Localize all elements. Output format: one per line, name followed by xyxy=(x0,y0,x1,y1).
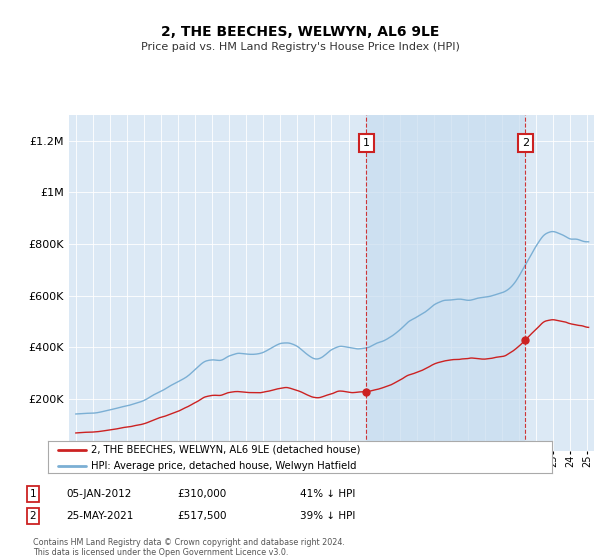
Text: Contains HM Land Registry data © Crown copyright and database right 2024.
This d: Contains HM Land Registry data © Crown c… xyxy=(33,538,345,557)
Text: 1: 1 xyxy=(363,138,370,148)
Text: 2, THE BEECHES, WELWYN, AL6 9LE (detached house): 2, THE BEECHES, WELWYN, AL6 9LE (detache… xyxy=(91,445,360,455)
Text: 39% ↓ HPI: 39% ↓ HPI xyxy=(300,511,355,521)
Bar xyxy=(366,115,526,451)
Text: £517,500: £517,500 xyxy=(177,511,227,521)
Text: 2, THE BEECHES, WELWYN, AL6 9LE: 2, THE BEECHES, WELWYN, AL6 9LE xyxy=(161,25,439,39)
Text: 05-JAN-2012: 05-JAN-2012 xyxy=(66,489,131,499)
Text: 41% ↓ HPI: 41% ↓ HPI xyxy=(300,489,355,499)
Text: £310,000: £310,000 xyxy=(177,489,226,499)
Text: 25-MAY-2021: 25-MAY-2021 xyxy=(66,511,133,521)
Text: 2: 2 xyxy=(29,511,37,521)
Text: 2: 2 xyxy=(522,138,529,148)
Text: 1: 1 xyxy=(29,489,37,499)
Text: Price paid vs. HM Land Registry's House Price Index (HPI): Price paid vs. HM Land Registry's House … xyxy=(140,42,460,52)
Text: HPI: Average price, detached house, Welwyn Hatfield: HPI: Average price, detached house, Welw… xyxy=(91,461,356,471)
